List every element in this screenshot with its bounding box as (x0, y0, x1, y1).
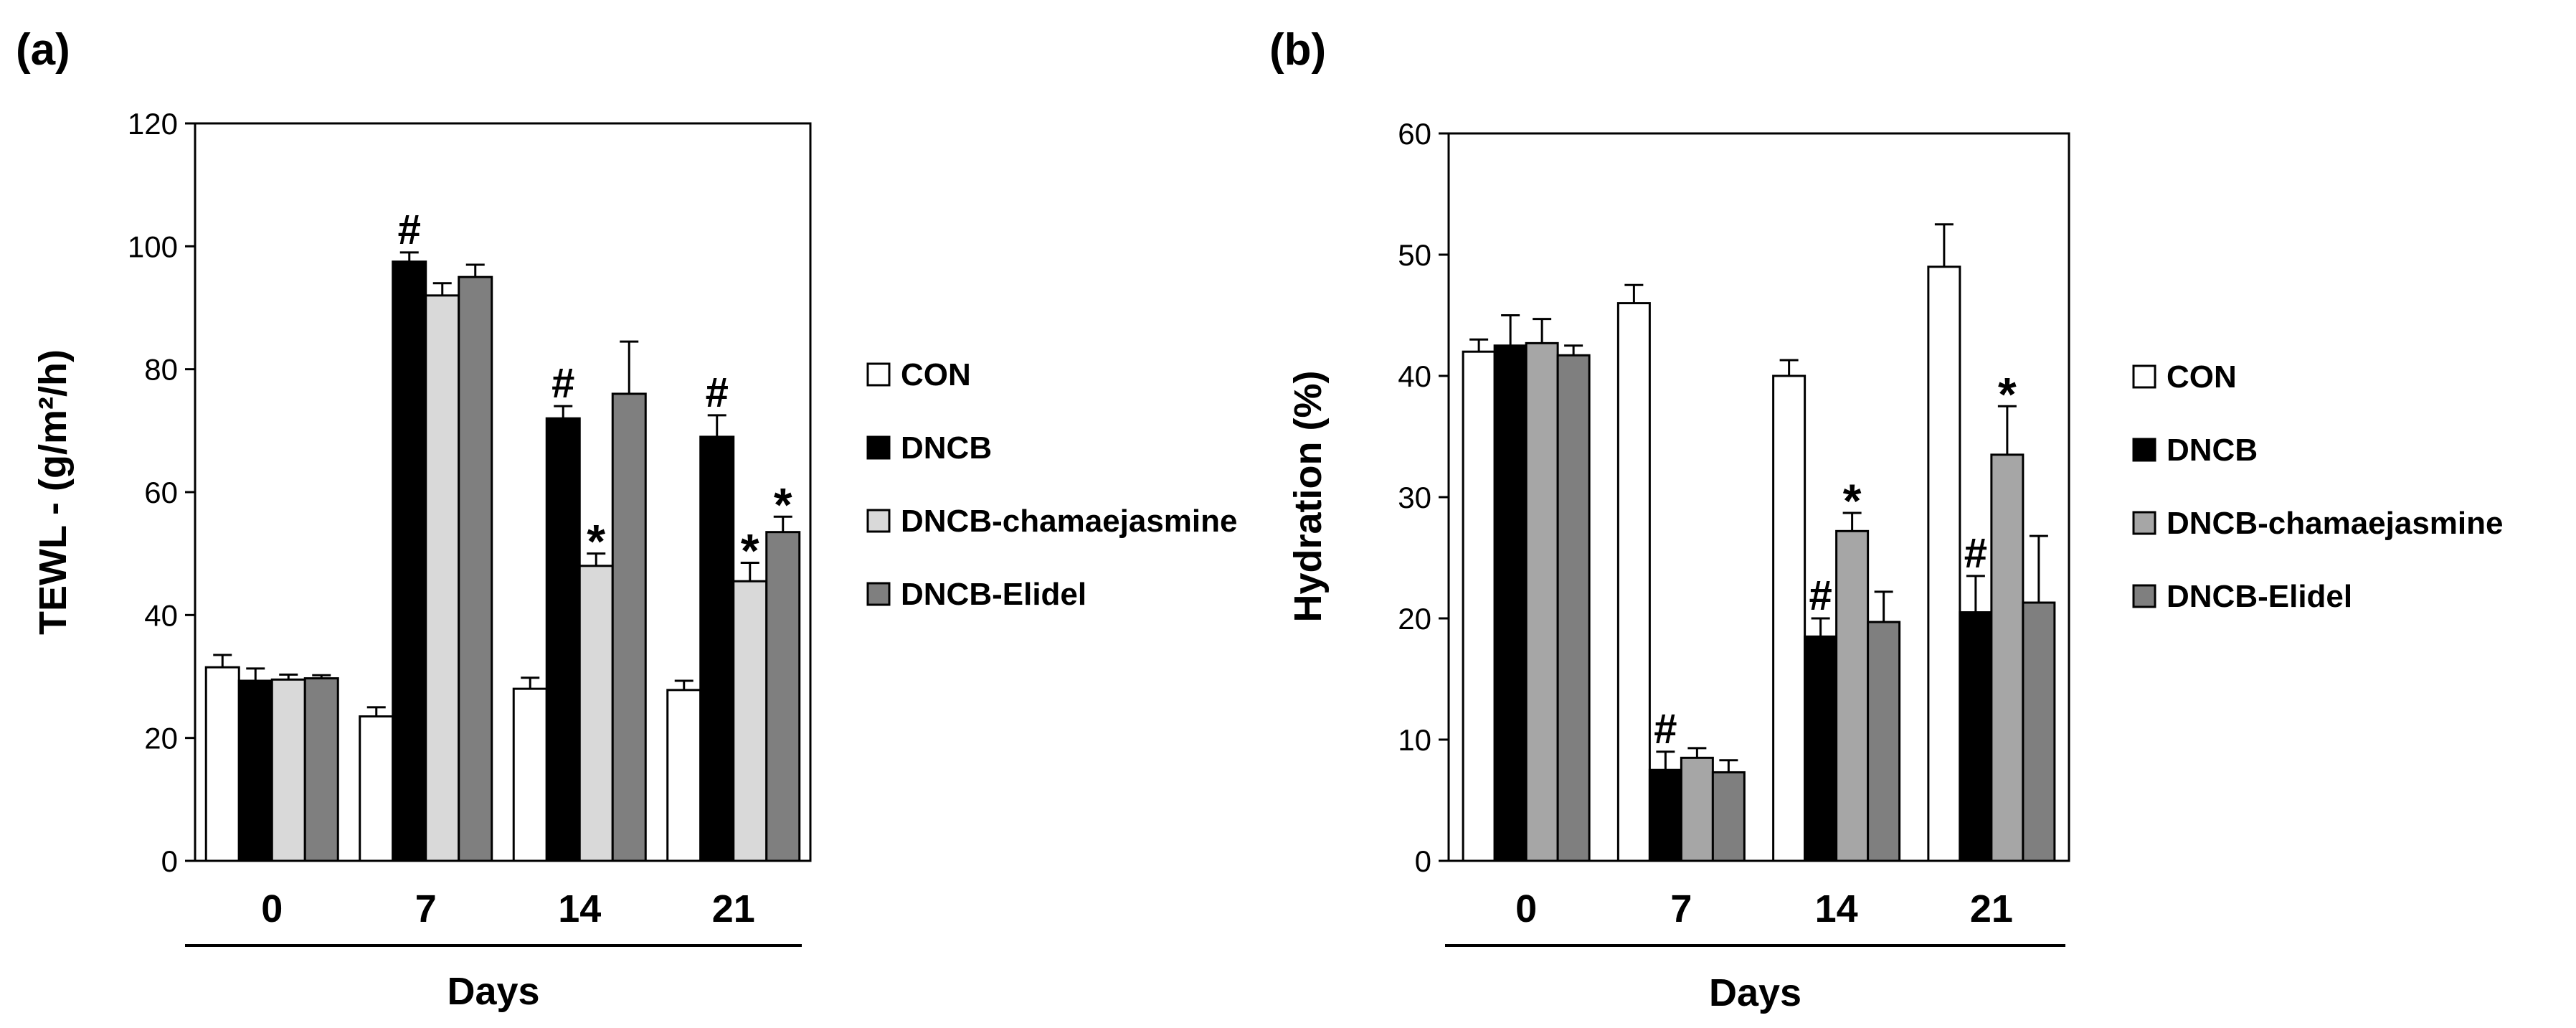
y-tick-label: 0 (1415, 844, 1431, 878)
legend-label: DNCB-Elidel (2167, 579, 2352, 614)
legend-label: CON (2167, 359, 2237, 395)
x-category-label: 14 (1815, 887, 1858, 930)
bar-con (204, 666, 240, 862)
y-tick-label: 80 (144, 353, 178, 387)
x-category-label: 14 (558, 887, 601, 930)
x-category-label: 0 (1515, 887, 1537, 930)
bar-dncb-chamaejasmine (1680, 756, 1714, 862)
bar-dncb-chamaejasmine (425, 294, 460, 862)
bar-con (1462, 350, 1496, 862)
legend-swatch (2132, 438, 2156, 462)
bar-dncb-elidel (1556, 354, 1591, 862)
bar-dncb (699, 435, 735, 862)
y-tick-label: 120 (128, 107, 178, 141)
legend-label: DNCB-Elidel (901, 577, 1086, 612)
legend-label: DNCB-chamaejasmine (901, 504, 1238, 539)
bar-dncb (1648, 768, 1682, 862)
significance-mark: * (741, 524, 759, 577)
y-tick-label: 60 (144, 476, 178, 509)
significance-mark: # (551, 360, 574, 407)
y-axis-title: Hydration (%) (1287, 371, 1330, 623)
bar-dncb-elidel (2022, 601, 2056, 862)
bar-con (512, 687, 548, 862)
bar-dncb (392, 260, 427, 862)
x-category-label: 21 (712, 887, 755, 930)
significance-mark: # (1964, 530, 1987, 577)
bar-dncb-chamaejasmine (1525, 341, 1559, 862)
y-tick-label: 40 (144, 598, 178, 632)
bar-dncb-chamaejasmine (1835, 529, 1870, 862)
x-axis-title: Days (447, 970, 539, 1013)
x-category-label: 7 (415, 887, 437, 930)
bar-dncb-chamaejasmine (578, 565, 614, 862)
x-category-label: 21 (1970, 887, 2013, 930)
bar-dncb (1804, 635, 1838, 862)
bar-dncb (237, 679, 273, 862)
legend-label: CON (901, 357, 971, 392)
panel-label: (b) (1269, 25, 1326, 75)
bar-dncb (1493, 344, 1528, 862)
x-category-label: 0 (261, 887, 283, 930)
y-axis-title: TEWL - (g/m²/h) (32, 349, 75, 635)
bar-con (359, 715, 394, 862)
legend-swatch (2132, 511, 2156, 535)
bar-dncb-elidel (765, 531, 801, 862)
significance-mark: # (1809, 572, 1832, 619)
significance-mark: * (1998, 367, 2017, 420)
y-tick-label: 10 (1398, 723, 1431, 757)
y-tick-label: 20 (1398, 602, 1431, 636)
panel-label: (a) (16, 25, 70, 75)
significance-mark: # (1654, 706, 1677, 753)
bar-dncb-chamaejasmine (1990, 453, 2025, 862)
bar-con (1616, 302, 1651, 862)
bar-dncb-elidel (1867, 621, 1901, 862)
legend-swatch (866, 509, 891, 533)
bar-con (666, 689, 702, 862)
bar-dncb-elidel (303, 677, 339, 862)
legend-label: DNCB-chamaejasmine (2167, 506, 2504, 541)
bar-dncb-chamaejasmine (270, 678, 306, 862)
legend-label: DNCB (901, 430, 992, 466)
legend-label: DNCB (2167, 433, 2258, 468)
significance-mark: # (398, 207, 421, 253)
y-tick-label: 40 (1398, 359, 1431, 393)
significance-mark: * (774, 478, 792, 531)
bar-dncb-chamaejasmine (732, 580, 768, 862)
bar-dncb (1959, 611, 1993, 862)
legend-swatch (866, 435, 891, 460)
bar-dncb-elidel (458, 275, 493, 862)
y-tick-label: 30 (1398, 481, 1431, 514)
y-tick-label: 20 (144, 722, 178, 755)
y-tick-label: 60 (1398, 117, 1431, 151)
bar-dncb-elidel (611, 392, 647, 862)
significance-mark: # (706, 369, 729, 416)
y-tick-label: 0 (161, 844, 178, 878)
legend-swatch (866, 582, 891, 606)
legend-swatch (2132, 584, 2156, 608)
bar-dncb-elidel (1711, 771, 1746, 862)
bar-con (1772, 374, 1806, 862)
legend-swatch (2132, 364, 2156, 389)
y-tick-label: 50 (1398, 238, 1431, 272)
chart-panel-a: (a) 0 20 40 60 80 100 120 TEWL - (g/m²/h) 0 #7 # * 14… (16, 25, 1238, 1013)
significance-mark: * (1843, 474, 1862, 527)
significance-mark: * (587, 515, 605, 568)
y-tick-label: 100 (128, 230, 178, 263)
legend-swatch (866, 362, 891, 387)
bar-con (1927, 265, 1961, 862)
x-axis-title: Days (1709, 971, 1801, 1014)
x-category-label: 7 (1670, 887, 1692, 930)
bar-dncb (545, 417, 581, 862)
